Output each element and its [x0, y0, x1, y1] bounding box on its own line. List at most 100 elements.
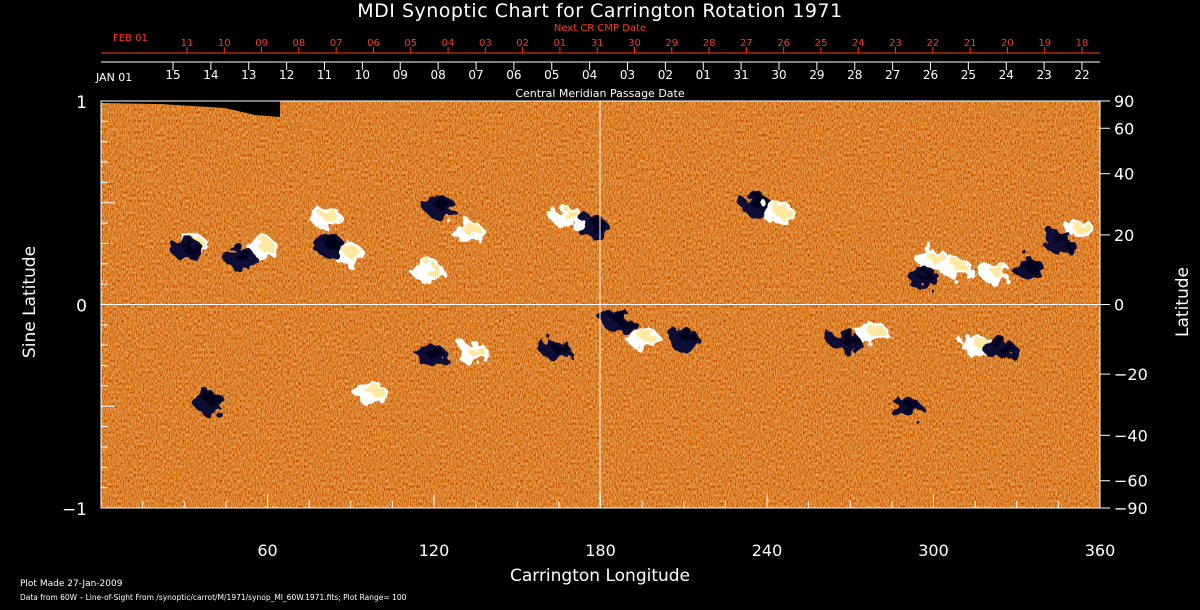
- y-tick-label: 0: [76, 297, 87, 317]
- latitude-tick-label: −60: [1114, 472, 1148, 491]
- next-cr-date-label: 02: [516, 38, 529, 49]
- cmp-date-label: 08: [430, 68, 445, 82]
- x-tick-label: 240: [752, 541, 783, 560]
- positive-flux-core: [990, 263, 1007, 276]
- cmp-date-label: 07: [468, 68, 483, 82]
- next-cr-date-label: 28: [703, 38, 716, 49]
- cmp-date-label: 23: [1036, 68, 1051, 82]
- negative-flux-core: [552, 341, 569, 354]
- latitude-tick-label: −90: [1114, 499, 1148, 518]
- x-tick-label: 180: [585, 541, 616, 560]
- next-cr-date-label: 19: [1038, 38, 1051, 49]
- positive-flux-core: [343, 245, 360, 258]
- latitude-tick-label: 90: [1114, 92, 1134, 111]
- cmp-date-label: 24: [999, 68, 1014, 82]
- cmp-date-label: 06: [506, 68, 521, 82]
- positive-flux-core: [638, 329, 655, 342]
- cmp-date-label: 27: [885, 68, 900, 82]
- cmp-axis-label: Central Meridian Passage Date: [515, 87, 685, 100]
- negative-flux-core: [613, 312, 630, 325]
- latitude-tick-label: 40: [1114, 165, 1134, 184]
- next-cr-start-label: FEB 01: [113, 33, 148, 44]
- cmp-date-label: 25: [961, 68, 976, 82]
- cmp-date-label: 03: [620, 68, 635, 82]
- positive-flux-core: [868, 324, 885, 337]
- latitude-tick-label: −20: [1114, 365, 1148, 384]
- next-cr-date-label: 10: [218, 38, 231, 49]
- next-cr-date-label: 30: [628, 38, 641, 49]
- positive-flux-core: [468, 345, 485, 358]
- positive-flux-core: [463, 223, 480, 236]
- cmp-date-label: 10: [355, 68, 370, 82]
- cmp-date-label: 14: [203, 68, 218, 82]
- next-cr-date-label: 31: [591, 38, 604, 49]
- y-tick-label: −1: [62, 500, 87, 520]
- positive-flux-core: [257, 239, 274, 252]
- cmp-date-label: 04: [582, 68, 597, 82]
- x-tick-label: 120: [419, 541, 450, 560]
- positive-flux-core: [951, 259, 968, 272]
- next-cr-date-label: 20: [1001, 38, 1014, 49]
- negative-flux-core: [435, 198, 452, 211]
- cmp-date-label: 29: [809, 68, 824, 82]
- cmp-date-label: 13: [241, 68, 256, 82]
- y-tick-label: 1: [76, 93, 87, 113]
- cmp-date-label: 12: [279, 68, 294, 82]
- positive-flux-core: [774, 204, 791, 217]
- latitude-tick-label: 60: [1114, 119, 1134, 138]
- latitude-tick-label: 0: [1114, 296, 1124, 315]
- cmp-date-label: 15: [165, 68, 180, 82]
- cmp-date-label: 22: [1074, 68, 1089, 82]
- negative-flux-core: [901, 400, 918, 413]
- next-cr-date-label: 21: [964, 38, 977, 49]
- next-cr-date-label: 01: [554, 38, 567, 49]
- next-cr-date-label: 09: [255, 38, 268, 49]
- next-cr-date-label: 11: [181, 38, 194, 49]
- next-cr-date-label: 18: [1076, 38, 1089, 49]
- next-cr-date-label: 26: [777, 38, 790, 49]
- next-cr-date-label: 08: [293, 38, 306, 49]
- positive-flux-core: [563, 208, 580, 221]
- negative-flux-core: [840, 333, 857, 346]
- x-tick-label: 360: [1085, 541, 1116, 560]
- next-cr-date-label: 04: [442, 38, 455, 49]
- positive-flux-core: [1073, 221, 1090, 234]
- negative-flux-core: [1023, 259, 1040, 272]
- x-tick-label: 60: [257, 541, 277, 560]
- next-cr-date-label: 23: [889, 38, 902, 49]
- negative-flux-core: [324, 237, 341, 250]
- positive-flux-core: [366, 384, 383, 397]
- negative-flux-core: [918, 270, 935, 283]
- cmp-date-label: 11: [317, 68, 332, 82]
- next-cr-date-label: 27: [740, 38, 753, 49]
- cmp-date-label: 02: [658, 68, 673, 82]
- next-cr-axis-label: Next CR CMP Date: [553, 23, 647, 34]
- chart-title: MDI Synoptic Chart for Carrington Rotati…: [357, 0, 843, 22]
- cmp-start-label: JAN 01: [95, 71, 132, 84]
- cmp-date-label: 05: [544, 68, 559, 82]
- next-cr-date-label: 24: [852, 38, 865, 49]
- negative-flux-core: [427, 347, 444, 360]
- negative-flux-core: [679, 331, 696, 344]
- cmp-date-label: 01: [696, 68, 711, 82]
- positive-flux-core: [321, 208, 338, 221]
- cmp-date-label: 30: [771, 68, 786, 82]
- y-axis-label: Sine Latitude: [20, 245, 40, 359]
- plot-made-text: Plot Made 27-Jan-2009: [20, 579, 123, 589]
- negative-flux-core: [996, 341, 1013, 354]
- positive-flux-core: [424, 263, 441, 276]
- negative-flux-core: [588, 219, 605, 232]
- cmp-date-label: 31: [733, 68, 748, 82]
- y2-axis-label: Latitude: [1173, 267, 1193, 337]
- negative-flux-core: [205, 394, 222, 407]
- negative-flux-core: [751, 196, 768, 209]
- positive-flux-core: [929, 251, 946, 264]
- x-axis-label: Carrington Longitude: [509, 566, 691, 586]
- next-cr-date-label: 25: [815, 38, 828, 49]
- negative-flux-core: [183, 241, 200, 254]
- cmp-date-label: 28: [847, 68, 862, 82]
- data-gap: [101, 101, 280, 117]
- cmp-date-label: 26: [923, 68, 938, 82]
- negative-flux-core: [1054, 233, 1071, 246]
